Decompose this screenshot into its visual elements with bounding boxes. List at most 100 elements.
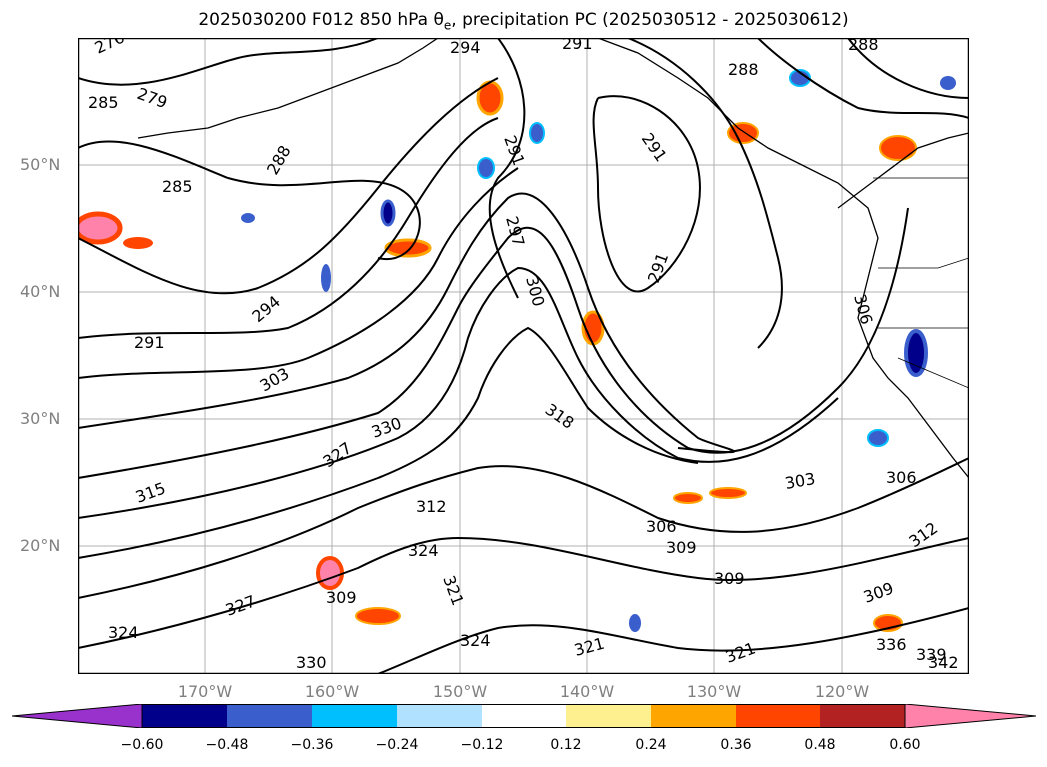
- colorbar-extend-low: [12, 704, 143, 728]
- colorbar-tick: −0.60: [120, 737, 164, 753]
- contour-label: 342: [928, 653, 959, 672]
- colorbar-tick: −0.36: [290, 737, 334, 753]
- gridlines: [78, 38, 969, 674]
- colorbar-tick: 0.48: [804, 737, 836, 753]
- colorbar-segment: [227, 704, 312, 728]
- contour-line: [78, 77, 499, 295]
- contour-label: 336: [876, 635, 907, 654]
- colorbar-segment: [397, 704, 482, 728]
- lon-label-130w: 130°W: [686, 682, 742, 701]
- colorbar-segment: [482, 704, 566, 728]
- precip-negative-patch: [940, 76, 956, 90]
- contour-label: 309: [326, 588, 357, 607]
- map-border: [78, 38, 969, 674]
- colorbar-tick: 0.60: [889, 737, 921, 753]
- colorbar-segment: [820, 704, 905, 728]
- contour-line: [78, 207, 909, 479]
- precip-negative-patch: [321, 264, 331, 292]
- colorbar-segment: [566, 704, 651, 728]
- contour-line: [377, 607, 969, 674]
- map-title: 2025030200 F012 850 hPa θe, precipitatio…: [0, 10, 1047, 32]
- lat-label-30n: 30°N: [20, 409, 61, 428]
- colorbar-segment: [142, 704, 227, 728]
- contour-line: [847, 38, 969, 99]
- contour-line: [627, 38, 783, 349]
- contour-label: 288: [728, 60, 759, 79]
- boundaries: [873, 177, 969, 389]
- precip-positive-patch: [78, 211, 123, 245]
- precip-positive-patch: [673, 492, 703, 504]
- precip-negative-patch: [789, 69, 811, 87]
- contour-line: [78, 140, 421, 261]
- contour-label: 285: [162, 177, 193, 196]
- contour-label: 324: [408, 541, 439, 560]
- precip-negative-patch: [241, 213, 255, 223]
- coastline-aleutians: [137, 38, 439, 139]
- precip-positive-patch: [879, 135, 917, 161]
- colorbar-tick: −0.12: [460, 737, 504, 753]
- contour-label: 339: [916, 645, 947, 664]
- contour-label: 324: [108, 623, 139, 642]
- lat-label-40n: 40°N: [20, 282, 61, 301]
- contour-label: 306: [886, 468, 917, 487]
- colorbar-segment: [736, 704, 820, 728]
- contour-label: 309: [714, 569, 745, 588]
- lon-label-120w: 120°W: [814, 682, 870, 701]
- contour-label: 288: [848, 38, 879, 54]
- precip-negative-patch: [629, 614, 641, 632]
- contour-line: [78, 536, 969, 649]
- precip-negative-patch: [867, 429, 889, 447]
- coastline-canada: [837, 132, 969, 209]
- map-svg: 276 294 291 288 288 279 285 285 288 291 …: [78, 38, 969, 674]
- contour-label: 309: [666, 538, 697, 557]
- lat-label-50n: 50°N: [20, 155, 61, 174]
- colorbar-extend-high: [904, 704, 1036, 728]
- lon-label-170w: 170°W: [177, 682, 233, 701]
- contour-line: [78, 167, 519, 379]
- contour-label: 312: [416, 497, 447, 516]
- lon-label-140w: 140°W: [559, 682, 615, 701]
- precip-negative-patch: [529, 122, 545, 144]
- colorbar-outline: [141, 704, 906, 728]
- contour-line: [78, 326, 699, 559]
- theta-e-contours: [78, 38, 969, 674]
- contour-label: 306: [646, 517, 677, 536]
- state-boundary: [897, 357, 969, 389]
- title-main: 2025030200 F012 850 hPa θ: [198, 10, 444, 30]
- contour-line: [78, 266, 839, 519]
- precip-positive-patch: [355, 607, 401, 625]
- colorbar-segment: [312, 704, 397, 728]
- map-background: [78, 38, 969, 674]
- state-boundary: [878, 257, 969, 269]
- coastline: [137, 38, 969, 479]
- contour-line: [757, 38, 969, 119]
- map-panel: 276 294 291 288 288 279 285 285 288 291 …: [78, 38, 969, 674]
- colorbar-tick: −0.48: [205, 737, 249, 753]
- lon-label-150w: 150°W: [432, 682, 488, 701]
- contour-label: 330: [296, 653, 327, 672]
- contour-label: 324: [460, 631, 491, 650]
- title-subscript: e: [443, 18, 452, 33]
- colorbar-tick: −0.24: [375, 737, 419, 753]
- contour-line: [78, 38, 379, 86]
- precip-positive-patch: [316, 556, 344, 590]
- contour-label: 291: [562, 38, 593, 53]
- contour-label: 294: [450, 38, 481, 57]
- precip-negative-patch: [904, 329, 928, 377]
- title-rest: , precipitation PC (2025030512 - 2025030…: [451, 10, 849, 30]
- contour-label: 291: [134, 333, 165, 352]
- precip-negative-patch: [380, 199, 396, 227]
- precip-positive-patch: [727, 122, 759, 144]
- colorbar: [12, 704, 1036, 728]
- contour-line: [592, 95, 701, 293]
- precip-positive-patch: [384, 238, 432, 258]
- lon-label-160w: 160°W: [304, 682, 360, 701]
- contour-line: [78, 117, 499, 339]
- colorbar-tick: 0.36: [720, 737, 752, 753]
- precip-positive-patch: [709, 487, 747, 499]
- coastline-north-america: [597, 38, 969, 479]
- contour-line: [78, 457, 969, 599]
- contour-label: 285: [88, 93, 119, 112]
- colorbar-tick: 0.24: [635, 737, 667, 753]
- colorbar-tick: 0.12: [550, 737, 582, 753]
